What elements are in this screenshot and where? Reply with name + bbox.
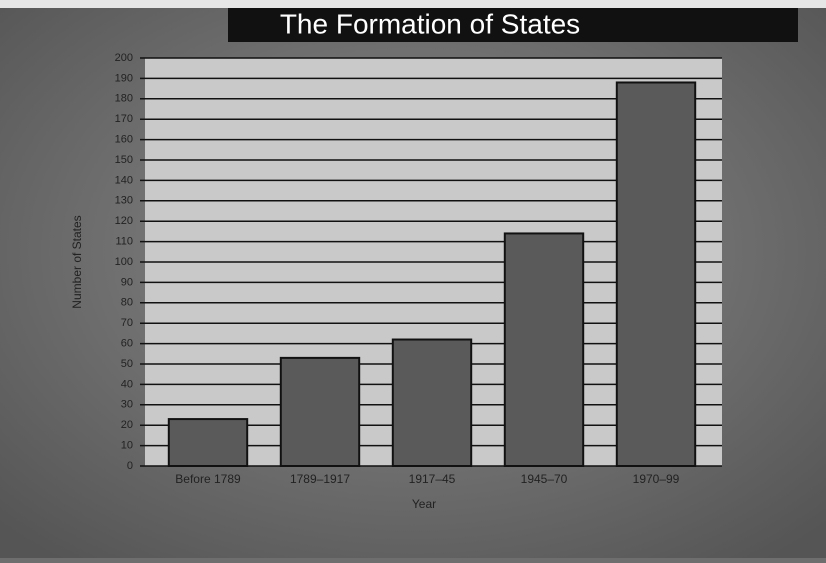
bar [503, 232, 585, 467]
y-tick-label: 100 [115, 256, 133, 268]
y-tick-label: 70 [121, 317, 133, 329]
x-tick-label: 1789–1917 [290, 472, 350, 486]
title-bar [228, 8, 798, 42]
y-tick-label: 140 [115, 174, 133, 186]
y-axis-label: Number of States [70, 215, 84, 308]
y-tick-label: 200 [115, 52, 133, 64]
top-edge [0, 0, 826, 8]
y-tick-label: 190 [115, 72, 133, 84]
bar [279, 356, 361, 468]
x-tick-label: 1945–70 [521, 472, 568, 486]
y-tick-label: 0 [127, 460, 133, 472]
y-tick-label: 10 [121, 440, 133, 452]
y-tick-label: 80 [121, 297, 133, 309]
y-tick-label: 120 [115, 215, 133, 227]
bar [615, 81, 697, 467]
bar [391, 338, 473, 467]
bar [167, 418, 249, 467]
y-tick-label: 150 [115, 154, 133, 166]
y-tick-label: 170 [115, 113, 133, 125]
y-tick-label: 180 [115, 93, 133, 105]
y-tick-label: 40 [121, 378, 133, 390]
x-tick-label: 1917–45 [409, 472, 456, 486]
x-tick-label: 1970–99 [633, 472, 680, 486]
x-axis-label: Year [412, 497, 436, 511]
y-tick-label: 110 [115, 236, 133, 248]
y-tick-label: 130 [115, 195, 133, 207]
y-tick-label: 20 [121, 419, 133, 431]
y-tick-label: 30 [121, 399, 133, 411]
y-tick-label: 90 [121, 276, 133, 288]
y-tick-label: 50 [121, 358, 133, 370]
chart-title: The Formation of States [280, 8, 580, 39]
x-tick-label: Before 1789 [175, 472, 241, 486]
y-tick-label: 60 [121, 338, 133, 350]
y-tick-label: 160 [115, 134, 133, 146]
